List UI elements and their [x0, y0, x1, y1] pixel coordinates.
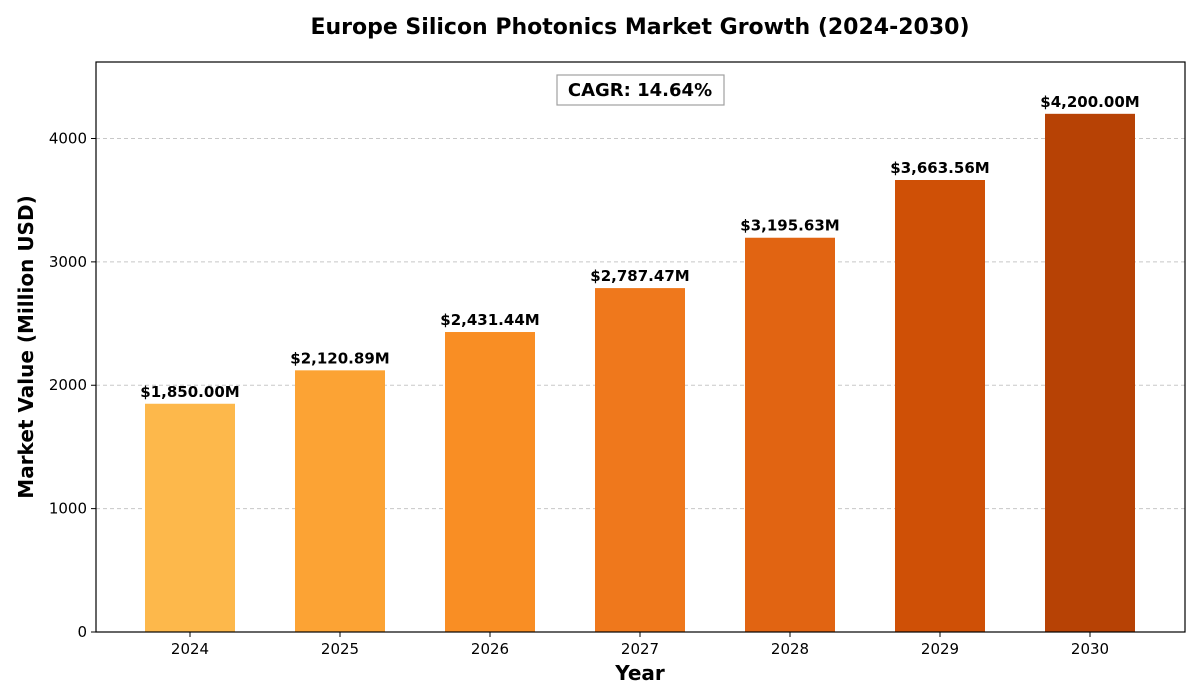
cagr-text: CAGR: 14.64% — [568, 80, 712, 101]
bar-2025 — [295, 370, 385, 632]
x-tick-label: 2029 — [921, 640, 959, 658]
cagr-annotation: CAGR: 14.64% — [556, 74, 725, 106]
bars — [145, 113, 1135, 633]
y-axis-label: Market Value (Million USD) — [14, 195, 38, 498]
y-tick-label: 3000 — [49, 253, 87, 271]
data-label-2025: $2,120.89M — [290, 349, 389, 367]
x-tick-label: 2030 — [1071, 640, 1109, 658]
x-axis-ticks: 2024 2025 2026 2027 2028 2029 2030 — [171, 632, 1109, 658]
y-tick-label: 0 — [77, 623, 87, 641]
data-label-2026: $2,431.44M — [440, 311, 539, 329]
x-tick-label: 2027 — [621, 640, 659, 658]
y-tick-label: 2000 — [49, 376, 87, 394]
data-label-2027: $2,787.47M — [590, 267, 689, 285]
cagr-box — [556, 74, 725, 106]
data-labels: $1,850.00M $2,120.89M $2,431.44M $2,787.47M… — [140, 93, 1139, 401]
x-tick-label: 2026 — [471, 640, 509, 658]
bar-2029 — [895, 180, 985, 633]
data-label-2029: $3,663.56M — [890, 159, 989, 177]
data-label-2030: $4,200.00M — [1040, 93, 1139, 111]
y-axis-ticks: 0 1000 2000 3000 4000 — [49, 129, 96, 641]
chart-title: Europe Silicon Photonics Market Growth (… — [310, 15, 969, 40]
data-label-2024: $1,850.00M — [140, 383, 239, 401]
y-tick-label: 1000 — [49, 500, 87, 518]
data-label-2028: $3,195.63M — [740, 217, 839, 235]
x-axis-label: Year — [614, 661, 665, 685]
x-tick-label: 2024 — [171, 640, 209, 658]
x-tick-label: 2028 — [771, 640, 809, 658]
bar-2026 — [445, 332, 535, 632]
y-tick-label: 4000 — [49, 129, 87, 147]
bar-2028 — [745, 237, 835, 633]
x-tick-label: 2025 — [321, 640, 359, 658]
bar-2030 — [1045, 113, 1135, 633]
bar-2027 — [595, 288, 685, 632]
bar-2024 — [145, 403, 235, 632]
